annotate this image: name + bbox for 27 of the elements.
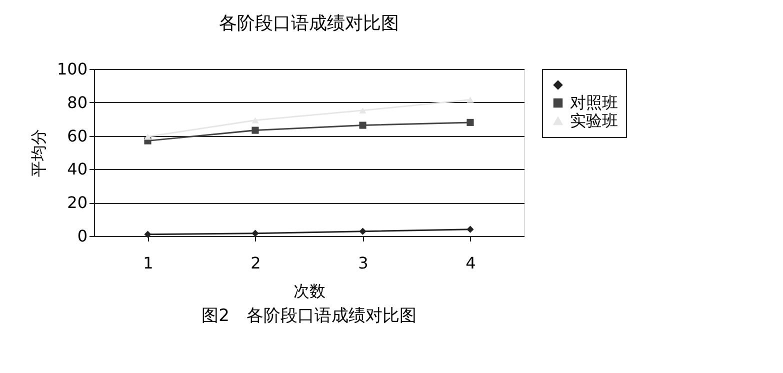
x-tick-label: 2 xyxy=(250,254,261,272)
y-tick-label: 80 xyxy=(67,92,88,112)
point xyxy=(359,122,366,129)
point xyxy=(359,107,366,114)
x-axis-title: 次数 xyxy=(294,282,326,300)
legend-label: 对照班 xyxy=(570,93,618,112)
y-tick-label: 100 xyxy=(56,60,88,78)
x-tick-label: 1 xyxy=(143,254,154,272)
point xyxy=(252,117,259,124)
y-tick-label: 0 xyxy=(77,226,88,246)
legend-label: 实验班 xyxy=(570,111,618,130)
y-tick-label: 60 xyxy=(67,126,88,146)
x-tick-label: 3 xyxy=(358,254,368,272)
point xyxy=(252,126,259,134)
chart-title: 各阶段口语成绩对比图 xyxy=(219,13,399,34)
point xyxy=(359,228,366,235)
point xyxy=(466,118,474,126)
y-axis-title: 平均分 xyxy=(28,129,48,177)
point xyxy=(252,230,259,237)
y-tick-label: 20 xyxy=(67,193,88,212)
point xyxy=(144,230,152,238)
x-tick-label: 4 xyxy=(466,254,476,272)
point xyxy=(466,226,474,233)
y-tick-label: 40 xyxy=(67,160,88,179)
caption: 图2 各阶段口语成绩对比图 xyxy=(202,306,416,326)
point xyxy=(466,96,474,103)
point xyxy=(144,134,152,140)
